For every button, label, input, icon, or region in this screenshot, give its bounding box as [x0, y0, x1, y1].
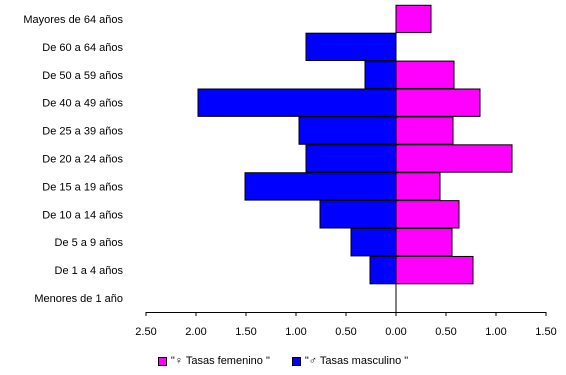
- category-label-0: Mayores de 64 años: [23, 14, 123, 26]
- x-tick-label-6: 0.50: [435, 326, 456, 338]
- population-pyramid-chart: Mayores de 64 años De 60 a 64 años De 50 a…: [23, 4, 557, 338]
- legend: "♀ Tasas femenino " "♂ Tasas masculino ": [0, 355, 566, 367]
- legend-label-female: "♀ Tasas femenino ": [170, 355, 270, 367]
- bar-female-2: [395, 60, 455, 89]
- legend-swatch-female: [157, 356, 167, 366]
- bar-male-4: [298, 116, 397, 145]
- bar-female-4: [395, 116, 454, 145]
- category-label-8: De 5 a 9 años: [55, 237, 124, 249]
- bar-female-5: [395, 144, 513, 173]
- category-label-10: Menores de 1 año: [34, 293, 123, 305]
- bar-female-7: [395, 200, 460, 229]
- legend-item-male: "♂ Tasas masculino ": [291, 355, 409, 367]
- bar-female-3: [395, 88, 481, 117]
- category-label-4: De 25 a 39 años: [42, 126, 123, 138]
- bar-male-8: [350, 228, 397, 257]
- bar-male-1: [305, 32, 397, 62]
- legend-label-male: "♂ Tasas masculino ": [304, 355, 409, 367]
- bar-male-2: [364, 60, 397, 89]
- bar-female-6: [395, 172, 441, 201]
- bar-male-9: [369, 255, 397, 285]
- category-label-9: De 1 a 4 años: [55, 265, 124, 277]
- x-tick-label-8: 1.50: [535, 326, 556, 338]
- x-tick-label-3: 1.00: [285, 326, 306, 338]
- bar-male-3: [197, 88, 397, 117]
- x-tick-label-4: 0.50: [335, 326, 356, 338]
- category-label-5: De 20 a 24 años: [42, 154, 123, 166]
- category-label-7: De 10 a 14 años: [42, 209, 123, 221]
- bar-male-7: [319, 200, 397, 229]
- bar-male-5: [305, 144, 397, 173]
- legend-item-female: "♀ Tasas femenino ": [157, 355, 270, 367]
- category-label-6: De 15 a 19 años: [42, 181, 123, 193]
- bars-group: [197, 4, 513, 285]
- bar-female-9: [395, 255, 474, 285]
- x-tick-label-7: 1.00: [485, 326, 506, 338]
- category-label-2: De 50 a 59 años: [42, 70, 123, 82]
- bar-female-8: [395, 228, 453, 257]
- x-tick-label-0: 2.50: [135, 326, 156, 338]
- x-axis-ticks: 2.50 2.00 1.50 1.00 0.50 0.00 0.50 1.00 1.50: [135, 312, 557, 338]
- category-label-1: De 60 a 64 años: [42, 42, 123, 54]
- category-label-3: De 40 a 49 años: [42, 98, 123, 110]
- bar-female-0: [395, 4, 432, 34]
- x-tick-label-2: 1.50: [235, 326, 256, 338]
- category-labels: Mayores de 64 años De 60 a 64 años De 50 a…: [23, 14, 123, 305]
- x-tick-label-5: 0.00: [385, 326, 406, 338]
- bar-male-6: [244, 172, 397, 201]
- x-tick-label-1: 2.00: [185, 326, 206, 338]
- legend-swatch-male: [291, 356, 301, 366]
